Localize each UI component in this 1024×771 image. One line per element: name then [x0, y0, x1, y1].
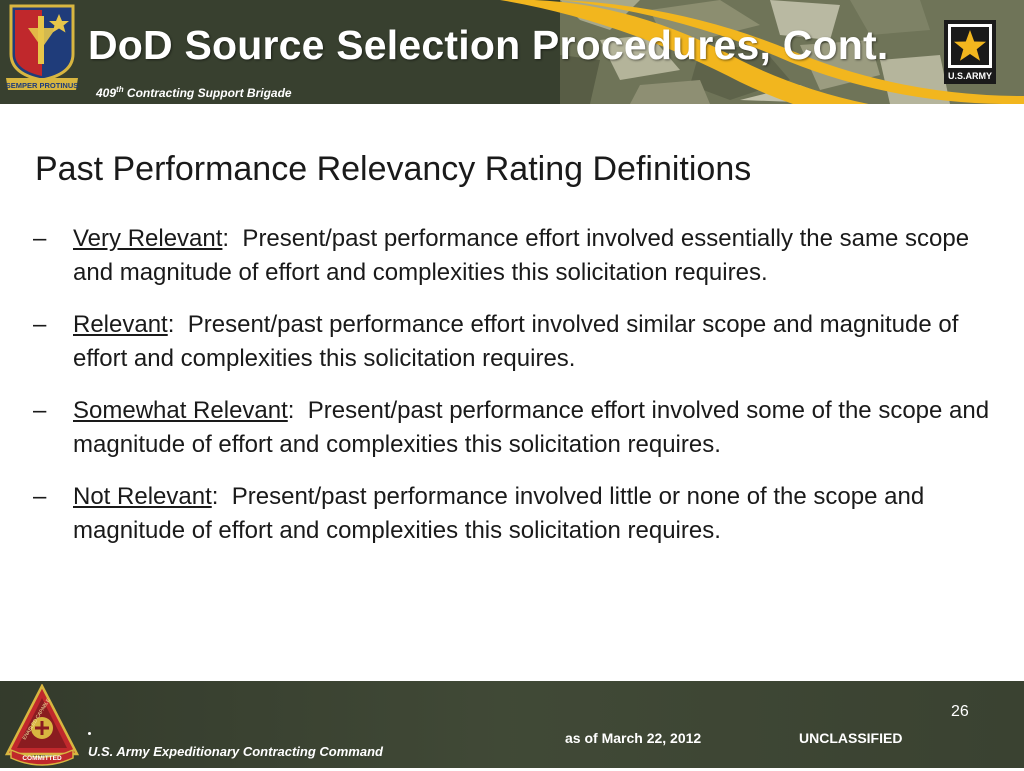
definitions-list: – Very Relevant: Present/past performanc… [33, 222, 993, 566]
brigade-number: 409 [96, 86, 117, 100]
definition-term: Very Relevant [73, 225, 223, 252]
definition-somewhat-relevant: – Somewhat Relevant: Present/past perfor… [33, 394, 993, 462]
footer-organization: U.S. Army Expeditionary Contracting Comm… [88, 744, 383, 759]
definition-separator: : [222, 225, 230, 252]
definition-separator: : [211, 483, 219, 510]
as-of-date: as of March 22, 2012 [565, 730, 702, 746]
us-army-star-logo-icon: U.S.ARMY [944, 20, 996, 89]
classification-label: UNCLASSIFIED [799, 730, 903, 746]
footer-dot [88, 732, 91, 735]
definition-text: Present/past performance effort involved… [73, 225, 976, 286]
definition-term: Not Relevant [73, 483, 212, 510]
definition-text: Present/past performance involved little… [73, 483, 931, 544]
definition-term: Relevant [73, 311, 168, 338]
definition-very-relevant: – Very Relevant: Present/past performanc… [33, 222, 993, 290]
definition-text: Present/past performance effort involved… [73, 397, 996, 458]
bullet-dash: – [33, 397, 47, 424]
definition-term: Somewhat Relevant [73, 397, 288, 424]
camouflage-pattern [500, 0, 1024, 104]
definition-separator: : [287, 397, 295, 424]
brigade-subtitle: 409th Contracting Support Brigade [96, 85, 292, 100]
slide-title: DoD Source Selection Procedures, Cont. [88, 22, 889, 68]
definition-separator: : [167, 311, 175, 338]
brigade-number-suffix: th [116, 85, 124, 94]
svg-text:U.S.ARMY: U.S.ARMY [948, 71, 992, 81]
header-band: SEMPER PROTINUS DoD Source Selection Pro… [0, 0, 1024, 104]
brigade-name: Contracting Support Brigade [123, 86, 292, 100]
bullet-dash: – [33, 483, 47, 510]
svg-text:SEMPER PROTINUS: SEMPER PROTINUS [6, 81, 79, 90]
bullet-dash: – [33, 225, 47, 252]
footer-band: ENABLED CAPABLE COMMITTED 26 as of March… [0, 681, 1024, 768]
definition-text: Present/past performance effort involved… [73, 311, 966, 372]
footer-shade [0, 681, 1024, 768]
definition-not-relevant: – Not Relevant: Present/past performance… [33, 480, 993, 548]
page-number: 26 [951, 703, 969, 720]
brigade-crest-icon: SEMPER PROTINUS [3, 2, 81, 97]
command-badge-icon: ENABLED CAPABLE COMMITTED [4, 683, 80, 771]
definition-relevant: – Relevant: Present/past performance eff… [33, 308, 993, 376]
content-heading: Past Performance Relevancy Rating Defini… [35, 150, 752, 188]
bullet-dash: – [33, 311, 47, 338]
svg-text:COMMITTED: COMMITTED [22, 755, 62, 762]
